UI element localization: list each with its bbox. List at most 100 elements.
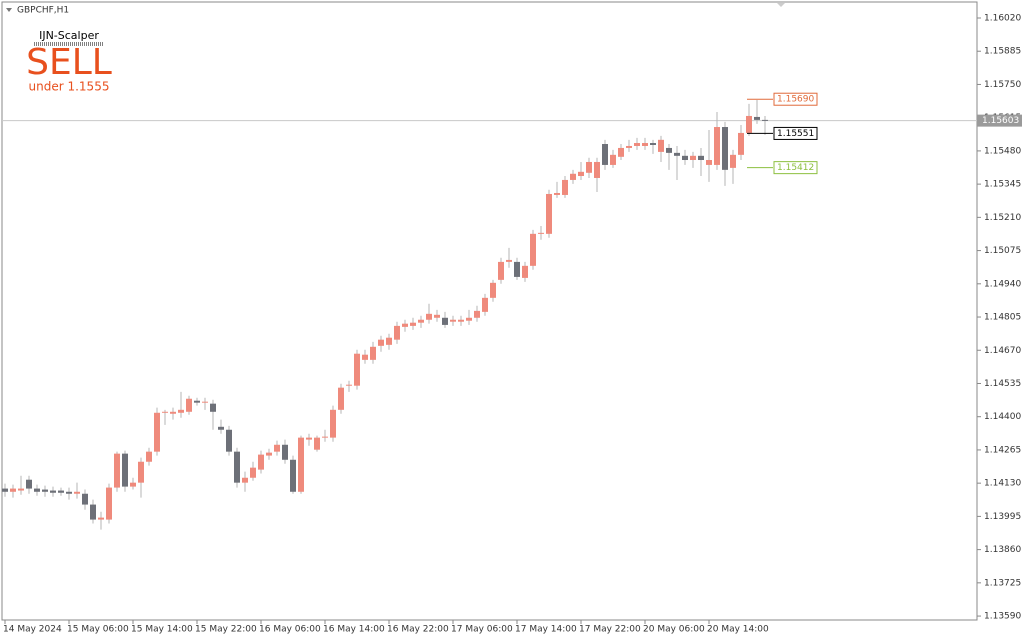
candle-body [322, 436, 328, 438]
candle-body [722, 127, 728, 170]
candle-body [170, 411, 176, 414]
candle-body [450, 319, 456, 322]
signal: SELL [26, 42, 112, 83]
x-tick-label: 15 May 14:00 [131, 625, 193, 635]
candle-body [666, 147, 672, 153]
level-label: 1.15690 [777, 95, 814, 105]
y-tick-label: 1.15750 [984, 80, 1021, 90]
candle-body [378, 339, 384, 346]
candle-body [490, 282, 496, 298]
candle-body [474, 310, 480, 318]
candle-body [698, 155, 704, 161]
candle-body [274, 444, 280, 452]
candle-body [586, 161, 592, 173]
level-label: 1.15412 [777, 163, 814, 173]
y-tick-label: 1.15885 [984, 47, 1021, 57]
x-tick-label: 15 May 06:00 [67, 625, 129, 635]
x-tick-label: 15 May 22:00 [195, 625, 257, 635]
candle-body [226, 429, 232, 452]
candle-body [506, 259, 512, 262]
candle-body [714, 127, 720, 165]
candle-body [690, 155, 696, 161]
candle-body [410, 322, 416, 326]
candle-body [706, 160, 712, 165]
candle-body [234, 451, 240, 483]
y-tick-label: 1.13725 [984, 578, 1021, 588]
candle-body [218, 426, 224, 430]
candle-body [730, 154, 736, 168]
indicator-name: IJN-Scalper [39, 29, 99, 42]
y-tick-label: 1.14940 [984, 279, 1021, 289]
menu-arrow[interactable] [6, 8, 12, 12]
candle-body [26, 479, 32, 489]
candle-body [74, 491, 80, 494]
candle-body [754, 116, 760, 120]
candle-body [258, 454, 264, 470]
candle-body [138, 461, 144, 483]
y-tick-label: 1.13590 [984, 612, 1021, 622]
x-tick-label: 16 May 22:00 [387, 625, 449, 635]
x-tick-label: 16 May 14:00 [323, 625, 385, 635]
y-tick-label: 1.14805 [984, 313, 1021, 323]
chart-title: GBPCHF,H1 [17, 6, 69, 16]
x-tick-label: 20 May 06:00 [643, 625, 705, 635]
candle-body [178, 409, 184, 413]
candle-body [578, 171, 584, 177]
candle-body [634, 143, 640, 146]
candle-body [282, 444, 288, 460]
y-tick-label: 1.14400 [984, 412, 1021, 422]
candle-body [314, 437, 320, 450]
candle-body [290, 459, 296, 492]
current-price-box [977, 114, 1022, 127]
candle-body [338, 387, 344, 410]
level-label: 1.15551 [777, 129, 814, 139]
candle-body [658, 139, 664, 152]
candle-body [386, 337, 392, 345]
candle-body [330, 409, 336, 438]
candle-body [42, 489, 48, 492]
y-tick-label: 1.14670 [984, 346, 1021, 356]
candle-body [58, 490, 64, 493]
candle-body [362, 354, 368, 360]
candle-body [82, 493, 88, 505]
candle-body [618, 147, 624, 157]
candle-body [530, 233, 536, 266]
candle-body [682, 155, 688, 161]
candle-body [746, 115, 752, 133]
candle-body [154, 412, 160, 452]
candle-body [98, 517, 104, 520]
y-tick-label: 1.13995 [984, 512, 1021, 522]
candle-body [130, 482, 136, 487]
shift-marker [777, 3, 785, 7]
candle-body [114, 453, 120, 488]
candle-body [442, 317, 448, 325]
candle-body [122, 453, 128, 487]
candle-body [418, 319, 424, 323]
candle-body [34, 488, 40, 492]
candle-body [466, 317, 472, 321]
candle-body [402, 323, 408, 327]
candle-body [250, 467, 256, 478]
y-tick-label: 1.14130 [984, 479, 1021, 489]
y-tick-label: 1.14265 [984, 445, 1021, 455]
candle-body [498, 261, 504, 280]
x-tick-label: 17 May 06:00 [451, 625, 513, 635]
candle-body [514, 261, 520, 277]
y-tick-label: 1.13860 [984, 545, 1021, 555]
candle-body [570, 173, 576, 180]
y-tick-label: 1.15075 [984, 246, 1021, 256]
candle-body [610, 154, 616, 165]
candle-body [522, 265, 528, 278]
y-tick-label: 1.16020 [984, 13, 1021, 23]
candle-body [90, 504, 96, 520]
candle-body [738, 132, 744, 155]
y-tick-label: 1.15210 [984, 213, 1021, 223]
candle-body [306, 437, 312, 440]
candle-body [650, 143, 656, 145]
candle-body [354, 353, 360, 386]
candle-body [674, 152, 680, 156]
x-tick-label: 14 May 2024 [3, 625, 62, 635]
level-box [773, 161, 818, 175]
candle-body [50, 490, 56, 493]
